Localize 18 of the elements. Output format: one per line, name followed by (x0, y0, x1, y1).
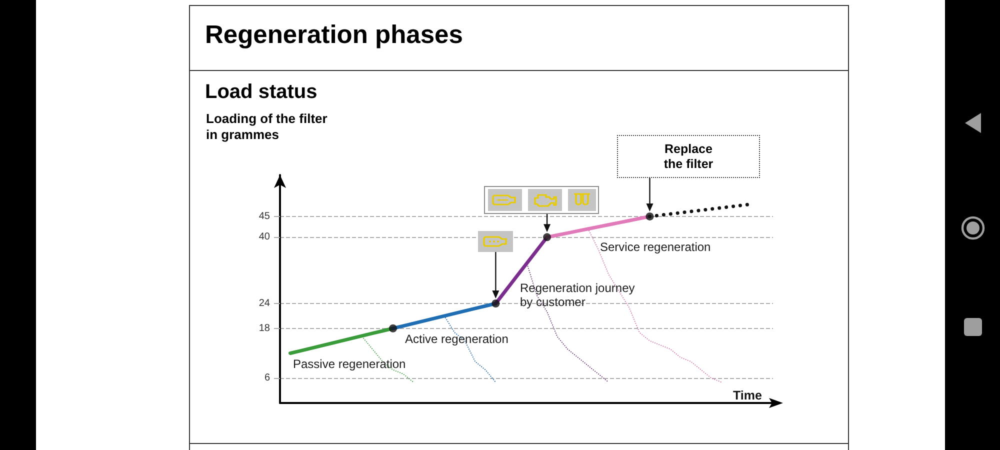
point (646, 212, 654, 220)
chart-title: Regeneration phases (205, 21, 463, 49)
y-tick-label: 24 (258, 298, 270, 310)
series-label: Passive regeneration (293, 357, 406, 371)
series-label: Service regeneration (600, 240, 711, 254)
point (492, 300, 500, 308)
y-tick-label: 6 (264, 372, 270, 384)
y-tick-label: 18 (258, 322, 270, 334)
series-label: Active regeneration (405, 332, 508, 346)
text: Replace the filter (662, 142, 714, 172)
y-tick-label: 40 (258, 232, 270, 243)
x-axis-title: Time (733, 388, 762, 402)
point (388, 324, 397, 332)
point (543, 233, 552, 242)
y-tick-label: 45 (258, 210, 270, 222)
series-label: Regeneration journey by customer (520, 281, 638, 309)
chart-subtitle: Load status (205, 81, 318, 103)
y-axis-title: Loading of the filter in grammes (206, 111, 328, 142)
